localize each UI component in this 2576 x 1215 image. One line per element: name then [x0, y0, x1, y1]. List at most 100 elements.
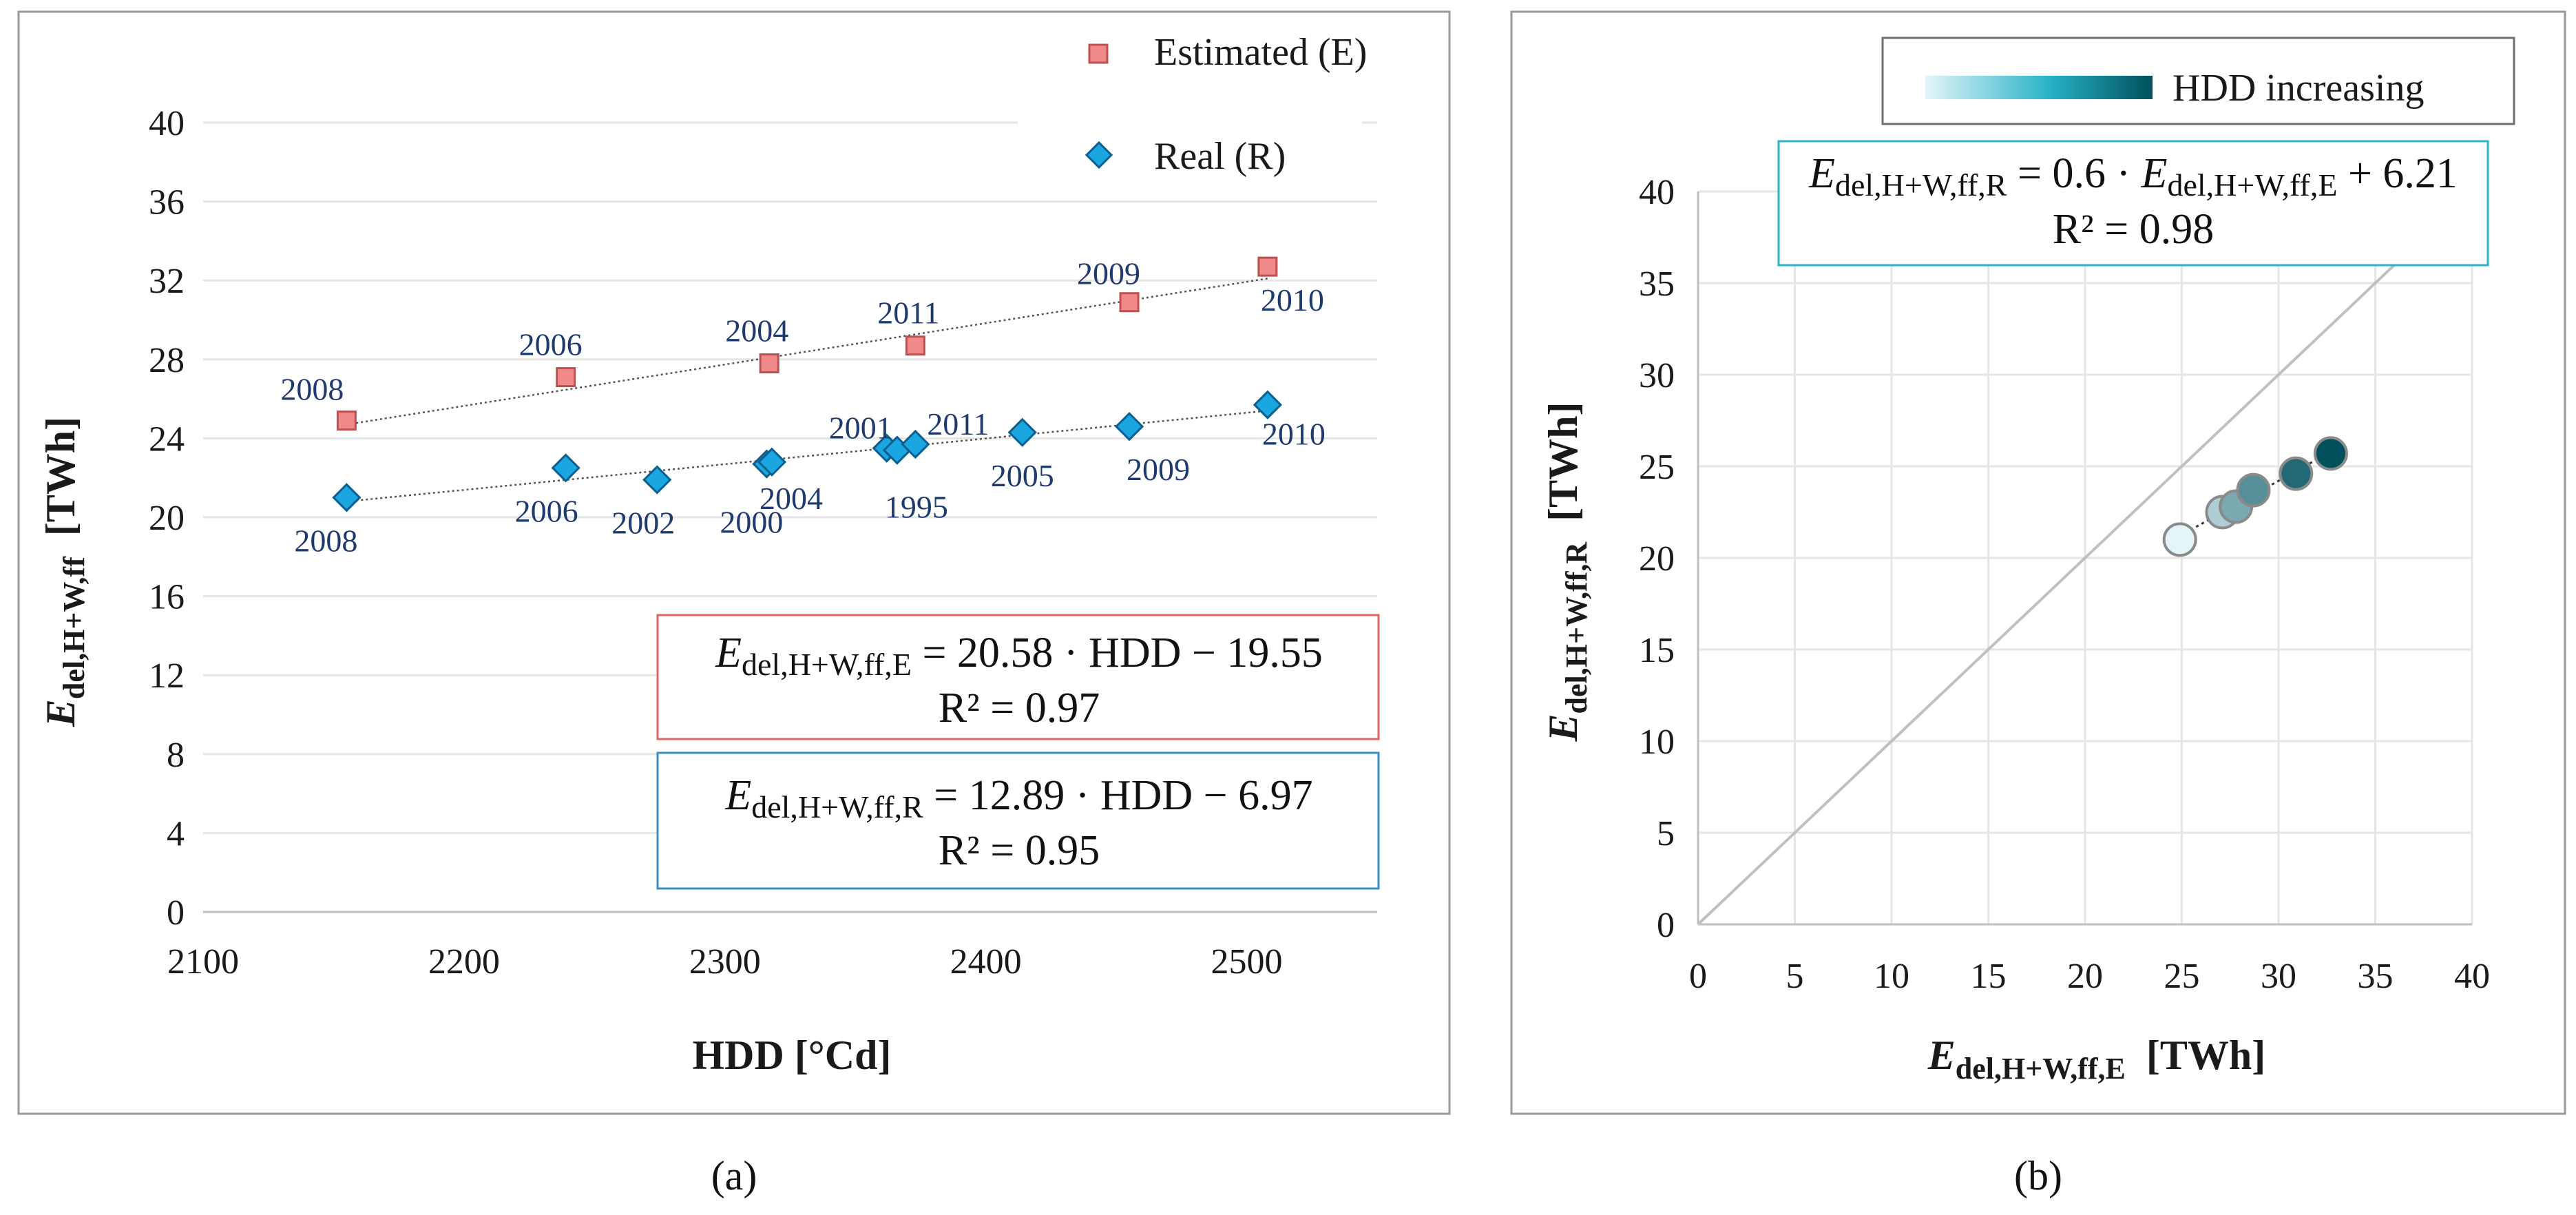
- trendline-estimated: [346, 278, 1268, 426]
- panel-b-y-axis-title: Edel,H+W,ff,R [TWh]: [1540, 402, 1593, 742]
- real-year-label: 2011: [927, 406, 989, 442]
- panel-a-label: (a): [711, 1153, 757, 1198]
- panel-a-y-tick-label: 24: [149, 419, 185, 459]
- real-year-label: 2000: [720, 505, 783, 540]
- estimated-year-label: 2009: [1077, 256, 1140, 291]
- panel-a-y-tick-label: 28: [149, 341, 185, 380]
- real-year-label: 2005: [991, 458, 1054, 493]
- panel-b-x-ticks: 0 5 10 15 20 25 30 35 40: [1689, 957, 2490, 996]
- equation-box-b: Edel,H+W,ff,R = 0.6 · Edel,H+W,ff,E + 6.…: [1777, 140, 2489, 267]
- real-marker: [1007, 417, 1037, 447]
- real-marker: [332, 483, 362, 512]
- panel-b-point: [2236, 473, 2271, 508]
- estimated-year-label: 2010: [1261, 282, 1324, 318]
- panel-a-x-tick-label: 2500: [1211, 942, 1283, 982]
- panel-b-axes: [1697, 191, 2472, 926]
- panel-b-y-tick-label: 25: [1639, 448, 1675, 487]
- panel-b-y-tick-label: 30: [1639, 356, 1675, 395]
- panel-b-x-tick-label: 10: [1874, 957, 1909, 996]
- panel-b-x-tick-label: 5: [1786, 957, 1804, 996]
- panel-a-x-axis-title: HDD [°Cd]: [693, 1032, 892, 1078]
- panel-a-y-tick-label: 40: [149, 104, 185, 143]
- panel-a-y-ticks: 0 4 8 12 16 20 24 28 32 36 40: [149, 104, 185, 933]
- estimated-marker: [336, 411, 357, 431]
- panel-b-point: [2162, 522, 2197, 557]
- panel-a-y-tick-label: 12: [149, 656, 185, 696]
- panel-a-x-ticks: 2100 2200 2300 2400 2500: [167, 942, 1283, 982]
- real-marker: [757, 447, 787, 477]
- legend-estimated-label: Estimated (E): [1154, 31, 1367, 74]
- panel-a-x-tick-label: 2100: [167, 942, 239, 982]
- legend-real-label: Real (R): [1154, 135, 1286, 178]
- real-marker: [901, 429, 930, 459]
- panel-b-point: [2279, 456, 2314, 491]
- panel-b-x-tick-label: 15: [1971, 957, 2007, 996]
- estimated-marker: [759, 353, 779, 374]
- panel-b-x-tick-label: 20: [2067, 957, 2103, 996]
- estimated-year-label: 2006: [519, 327, 583, 362]
- real-marker: [642, 465, 672, 495]
- panel-a-y-tick-label: 0: [167, 893, 185, 933]
- panel-b-x-tick-label: 40: [2454, 957, 2490, 996]
- estimated-year-label: 2011: [877, 295, 939, 331]
- real-year-label: 2002: [611, 506, 675, 541]
- equation-box-real-border: [656, 751, 1380, 890]
- panel-b-markers: [2162, 436, 2348, 557]
- real-marker: [551, 453, 580, 483]
- panel-a-y-tick-label: 16: [149, 578, 185, 617]
- equation-box-estimated: Edel,H+W,ff,E = 20.58 · HDD − 19.55 R² =…: [656, 614, 1380, 740]
- estimated-marker: [905, 335, 925, 356]
- real-year-label: 1995: [885, 490, 948, 525]
- real-year-label: 2009: [1127, 452, 1190, 487]
- legend-estimated-marker: [1088, 43, 1109, 64]
- panel-b-label: (b): [2014, 1153, 2062, 1198]
- panel-b-y-tick-label: 10: [1639, 723, 1675, 762]
- r2-estimated: R² = 0.97: [939, 685, 1100, 731]
- panel-b-y-tick-label: 40: [1639, 173, 1675, 212]
- panel-a-legend-bg: [1018, 38, 1362, 200]
- panel-a-y-tick-label: 36: [149, 183, 185, 222]
- equation-estimated: Edel,H+W,ff,E = 20.58 · HDD − 19.55: [715, 630, 1323, 682]
- estimated-marker: [1257, 256, 1278, 277]
- panel-b-y-tick-label: 20: [1639, 539, 1675, 579]
- hdd-legend: HDD increasing: [1881, 37, 2515, 125]
- estimated-year-label: 2004: [725, 313, 788, 349]
- real-year-label: 2004: [760, 481, 823, 516]
- panel-a-x-tick-label: 2300: [689, 942, 761, 982]
- panel-b-y-tick-label: 0: [1657, 906, 1675, 945]
- panel-a-markers: [332, 256, 1282, 512]
- panel-a-y-tick-label: 20: [149, 499, 185, 538]
- panel-b-y-tick-label: 35: [1639, 264, 1675, 304]
- real-marker: [1253, 390, 1282, 419]
- panel-b-x-tick-label: 25: [2164, 957, 2200, 996]
- panel-a-year-labels: 2008 2006 2004 2011 2009 2010 2008 2006 2002 2000…: [280, 256, 1325, 559]
- equation-real: Edel,H+W,ff,R = 12.89 · HDD − 6.97: [724, 772, 1312, 824]
- panel-b-y-tick-label: 5: [1657, 814, 1675, 853]
- panel-a-legend: Estimated (E) Real (R): [1018, 31, 1367, 200]
- panel-b-grid: [1698, 190, 2473, 924]
- real-year-label: 2010: [1262, 417, 1326, 452]
- hdd-gradient-bar: [1925, 76, 2153, 99]
- identity-line: [1697, 190, 2473, 926]
- panel-b-x-tick-label: 35: [2358, 957, 2394, 996]
- real-year-label: 2008: [294, 523, 357, 558]
- panel-b-y-tick-label: 15: [1639, 631, 1675, 670]
- panel-a-x-tick-label: 2400: [950, 942, 1022, 982]
- equation-b: Edel,H+W,ff,R = 0.6 · Edel,H+W,ff,E + 6.…: [1808, 150, 2458, 202]
- panel-b-x-tick-label: 30: [2261, 957, 2296, 996]
- equation-box-real: Edel,H+W,ff,R = 12.89 · HDD − 6.97 R² = …: [656, 751, 1380, 890]
- panel-a-trendlines: [346, 278, 1268, 503]
- panel-b-y-ticks: 0 5 10 15 20 25 30 35 40: [1639, 173, 1675, 945]
- panel-b-x-axis-title: Edel,H+W,ff,E [TWh]: [1927, 1032, 2266, 1086]
- panel-b-point: [2313, 436, 2348, 471]
- equation-box-estimated-border: [656, 614, 1380, 740]
- r2-real: R² = 0.95: [939, 827, 1100, 874]
- estimated-marker: [556, 367, 576, 388]
- real-year-label: 2006: [515, 493, 578, 528]
- estimated-marker: [1119, 292, 1140, 313]
- estimated-year-label: 2008: [280, 372, 344, 407]
- panel-a-x-tick-label: 2200: [428, 942, 500, 982]
- equation-box-b-border: [1777, 140, 2489, 267]
- real-marker: [1114, 412, 1144, 442]
